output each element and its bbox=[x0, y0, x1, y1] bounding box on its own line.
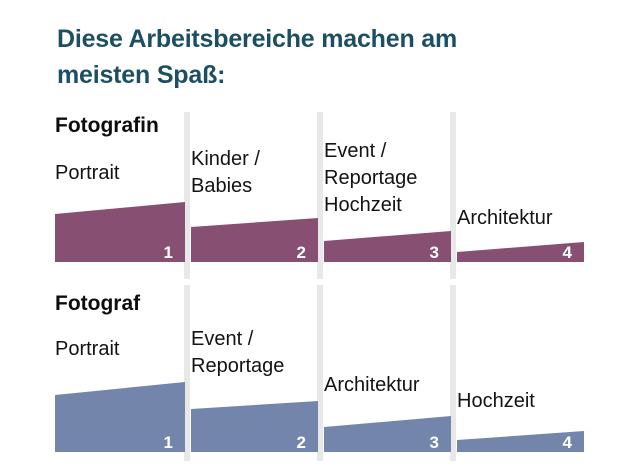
rank-number-fotografin-2: 2 bbox=[296, 243, 306, 262]
rank-number-fotograf-1: 1 bbox=[163, 433, 173, 452]
category-label-fotografin-rank-1: Portrait bbox=[55, 162, 120, 184]
rank-number-fotografin-1: 1 bbox=[163, 243, 173, 262]
category-label-fotograf-rank-1: Portrait bbox=[55, 338, 120, 360]
wedge-fotograf-rank-3: 3 bbox=[324, 416, 451, 452]
rank-number-fotografin-3: 3 bbox=[429, 243, 439, 262]
wedge-fotograf-rank-4: 4 bbox=[457, 431, 584, 452]
category-label-fotografin-rank-2: Kinder / Babies bbox=[191, 148, 260, 197]
chart-title: Diese Arbeitsbereiche machen am meisten S… bbox=[57, 21, 457, 93]
column-separator-fotografin-2 bbox=[317, 112, 323, 279]
column-separator-fotograf-2 bbox=[317, 285, 323, 461]
wedge-fotograf-rank-2: 2 bbox=[191, 401, 318, 452]
chart-title-line-2: meisten Spaß: bbox=[57, 61, 226, 89]
chart-title-line-1: Diese Arbeitsbereiche machen am bbox=[57, 25, 458, 53]
category-label-fotografin-rank-4: Architektur bbox=[457, 207, 553, 229]
wedge-fotografin-rank-4: 4 bbox=[457, 242, 584, 262]
wedge-fotografin-rank-2: 2 bbox=[191, 218, 318, 262]
column-separator-fotograf-1 bbox=[184, 285, 190, 461]
wedge-fotografin-rank-3: 3 bbox=[324, 231, 451, 262]
category-label-fotografin-rank-3: Event / Reportage Hochzeit bbox=[324, 140, 418, 216]
wedge-fotografin-rank-1: 1 bbox=[55, 202, 185, 262]
rank-number-fotografin-4: 4 bbox=[562, 243, 572, 262]
category-label-fotograf-rank-3: Architektur bbox=[324, 374, 420, 396]
series-name-fotograf: Fotograf bbox=[55, 292, 141, 315]
category-label-fotograf-rank-2: Event / Reportage bbox=[191, 328, 285, 377]
series-name-fotografin: Fotografin bbox=[55, 114, 159, 137]
rank-number-fotograf-3: 3 bbox=[429, 433, 439, 452]
rank-number-fotograf-4: 4 bbox=[562, 433, 572, 452]
column-separator-fotograf-3 bbox=[450, 285, 456, 461]
column-separator-fotografin-3 bbox=[450, 112, 456, 279]
wedge-fotograf-rank-1: 1 bbox=[55, 382, 185, 452]
column-separator-fotografin-1 bbox=[184, 112, 190, 279]
rank-number-fotograf-2: 2 bbox=[296, 433, 306, 452]
category-label-fotograf-rank-4: Hochzeit bbox=[457, 390, 535, 412]
